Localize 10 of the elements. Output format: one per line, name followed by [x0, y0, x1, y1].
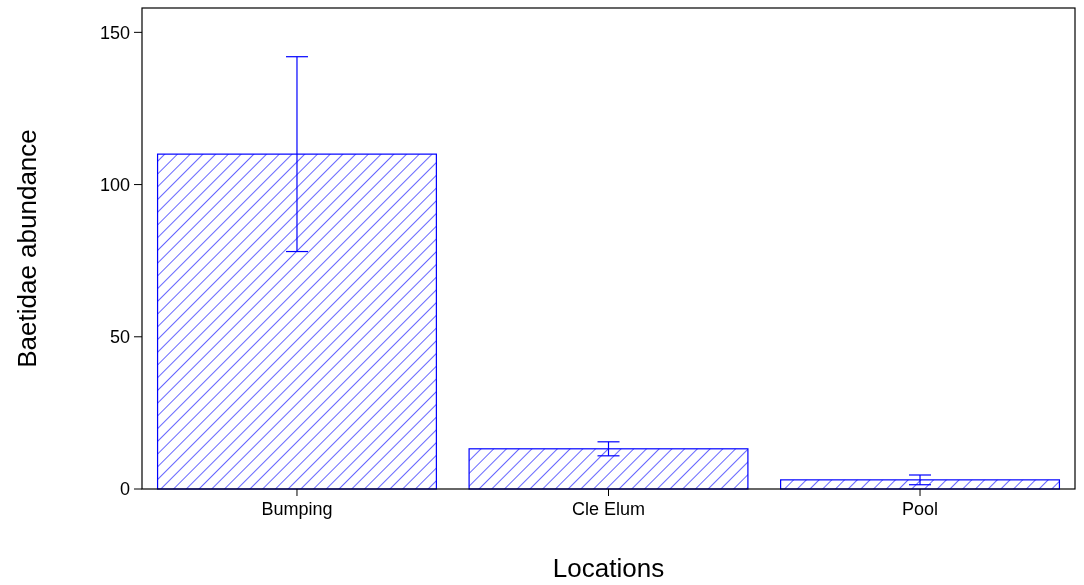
y-axis-title: Baetidae abundance [12, 129, 42, 368]
y-tick-label: 0 [119, 479, 130, 500]
bar [780, 479, 1061, 490]
y-tick-label: 150 [99, 22, 130, 43]
x-tick-label: Cle Elum [571, 499, 646, 519]
x-tick-label: Bumping [261, 499, 333, 519]
y-tick-label: 100 [99, 174, 130, 195]
y-tick-label: 50 [109, 327, 130, 348]
x-tick-label: Pool [902, 499, 939, 519]
x-axis-title: Locations [552, 553, 665, 583]
